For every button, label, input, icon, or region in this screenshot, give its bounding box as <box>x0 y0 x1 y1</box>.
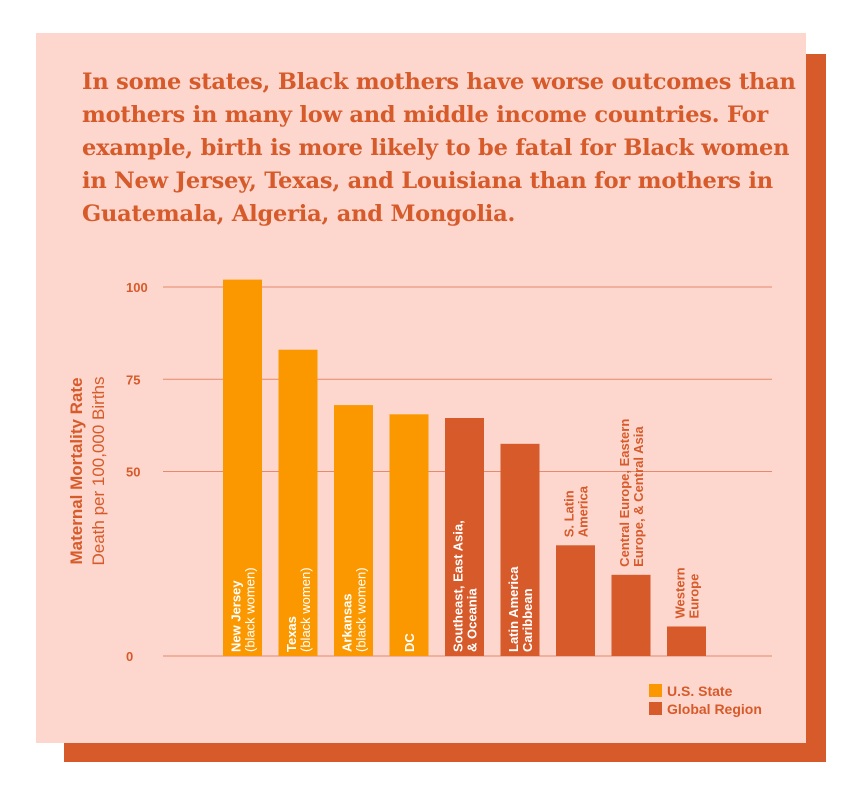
bar-label: Central Europe, Eastern <box>617 419 632 567</box>
y-axis-sublabel: Death per 100,000 Births <box>89 376 108 565</box>
bars <box>223 279 706 656</box>
bar-3 <box>334 405 373 656</box>
legend-swatch-us_state <box>649 684 662 697</box>
bar-label: (black women) <box>298 567 313 652</box>
headline: In some states, Black mothers have worse… <box>82 69 796 227</box>
y-tick-label: 0 <box>126 649 133 664</box>
bar-label: Latin America <box>506 566 521 652</box>
bar-label: S. Latin <box>562 490 577 537</box>
bar-label: Western <box>673 567 688 618</box>
bar-2 <box>278 349 318 656</box>
y-axis-ticks: 0 50 75 100 <box>126 280 148 664</box>
bar-6 <box>500 443 540 656</box>
y-axis-title: Maternal Mortality Rate Death per 100,00… <box>67 376 108 565</box>
bar-label: Arkansas <box>340 593 355 652</box>
y-axis-label: Maternal Mortality Rate <box>67 377 86 564</box>
legend: U.S. State Global Region <box>649 683 762 717</box>
bar-1 <box>223 279 262 656</box>
bar-label: Texas <box>284 616 299 652</box>
legend-label: U.S. State <box>667 683 733 699</box>
legend-swatch-global_region <box>649 702 662 715</box>
bar-4 <box>389 414 429 656</box>
legend-label: Global Region <box>667 701 762 717</box>
bar-labels: New Jersey (black women) Texas (black women… <box>229 419 702 652</box>
bar-9 <box>667 626 706 656</box>
bar-label: Europe, & Central Asia <box>631 426 646 567</box>
bar-label: Southeast, East Asia, <box>451 520 466 652</box>
bar-label: America <box>576 485 591 537</box>
bar-label: DC <box>402 633 417 652</box>
y-tick-label: 100 <box>126 280 148 295</box>
bar-label: Europe <box>687 574 702 619</box>
bar-5 <box>445 417 484 656</box>
y-tick-label: 75 <box>126 372 140 387</box>
bar-label: New Jersey <box>229 580 244 652</box>
bar-label: & Oceania <box>465 588 480 652</box>
bar-label: (black women) <box>243 567 258 652</box>
bar-label: (black women) <box>354 567 369 652</box>
bar-8 <box>611 574 651 656</box>
bar-label: Caribbean <box>520 588 535 652</box>
bar-7 <box>556 545 595 656</box>
y-tick-label: 50 <box>126 465 140 480</box>
